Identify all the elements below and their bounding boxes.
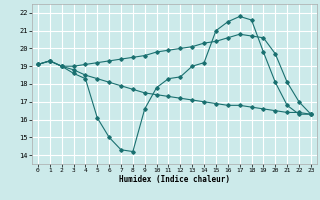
X-axis label: Humidex (Indice chaleur): Humidex (Indice chaleur)	[119, 175, 230, 184]
